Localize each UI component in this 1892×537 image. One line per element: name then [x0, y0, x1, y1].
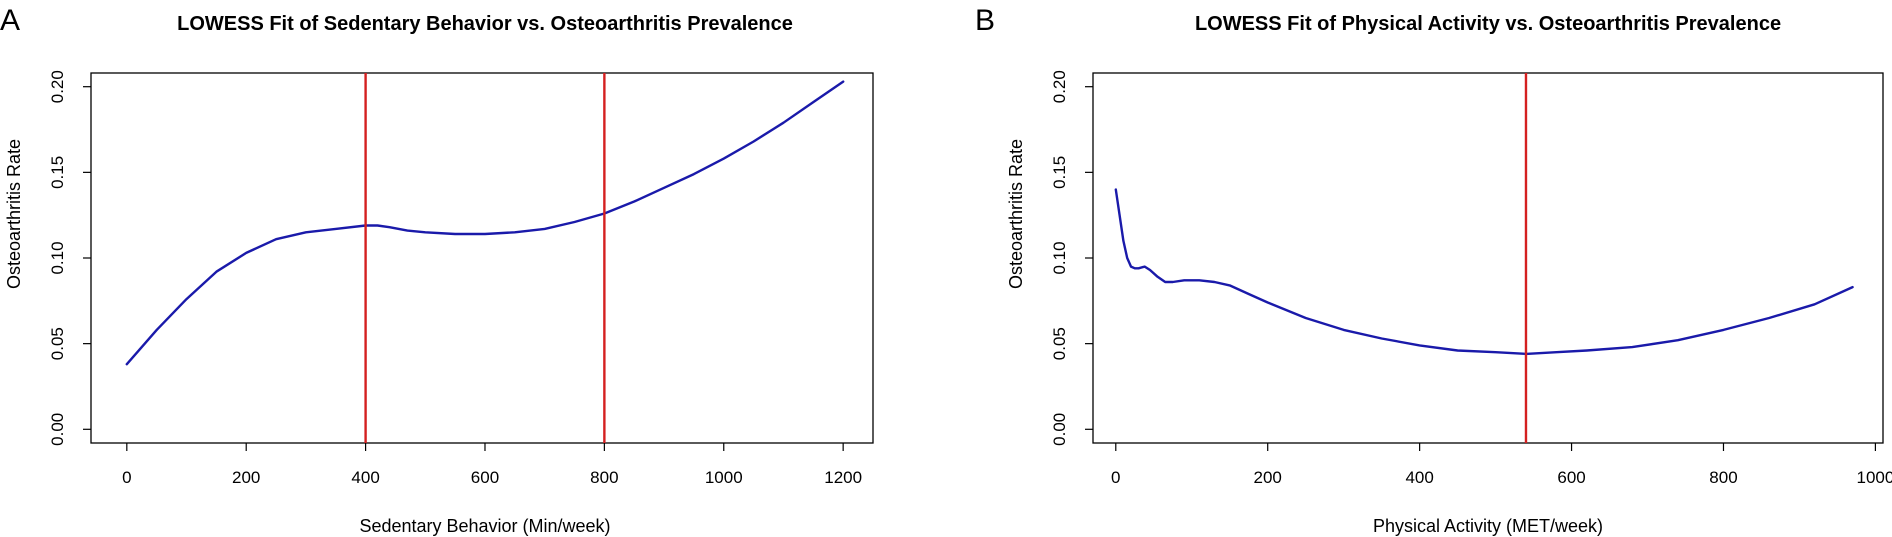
x-tick-label-a-2: 400: [351, 468, 379, 487]
x-axis-label-b: Physical Activity (MET/week): [1373, 516, 1603, 536]
lowess-line-b: [1114, 188, 1854, 356]
panel-b: B LOWESS Fit of Physical Activity vs. Os…: [975, 4, 1892, 536]
y-tick-label-b-1: 0.05: [1050, 327, 1069, 360]
y-tick-label-b-4: 0.20: [1050, 70, 1069, 103]
lowess-line-a: [125, 80, 845, 366]
x-tick-label-a-0: 0: [122, 468, 131, 487]
x-tick-label-b-5: 1000: [1856, 468, 1892, 487]
panel-letter-b: B: [975, 4, 995, 37]
panel-letter-a: A: [0, 4, 20, 37]
y-tick-label-b-2: 0.10: [1050, 241, 1069, 274]
x-tick-label-b-4: 800: [1709, 468, 1737, 487]
panel-a: A LOWESS Fit of Sedentary Behavior vs. O…: [0, 4, 874, 536]
y-axis-label-b: Osteoarthritis Rate: [1006, 139, 1026, 289]
chart-title-b: LOWESS Fit of Physical Activity vs. Oste…: [1195, 13, 1781, 35]
x-tick-label-a-3: 600: [471, 468, 499, 487]
x-tick-label-b-3: 600: [1557, 468, 1585, 487]
x-tick-label-b-1: 200: [1254, 468, 1282, 487]
x-tick-label-b-2: 400: [1405, 468, 1433, 487]
y-tick-label-a-0: 0.00: [48, 413, 67, 446]
x-tick-label-a-4: 800: [590, 468, 618, 487]
x-tick-label-b-0: 0: [1111, 468, 1120, 487]
x-tick-label-a-6: 1200: [824, 468, 862, 487]
x-axis-label-a: Sedentary Behavior (Min/week): [359, 516, 610, 536]
y-tick-label-b-3: 0.15: [1050, 156, 1069, 189]
y-tick-label-a-4: 0.20: [48, 70, 67, 103]
y-axis-label-a: Osteoarthritis Rate: [4, 139, 24, 289]
y-tick-label-b-0: 0.00: [1050, 413, 1069, 446]
chart-title-a: LOWESS Fit of Sedentary Behavior vs. Ost…: [177, 13, 793, 35]
x-tick-label-a-1: 200: [232, 468, 260, 487]
y-tick-label-a-1: 0.05: [48, 327, 67, 360]
y-tick-label-a-2: 0.10: [48, 241, 67, 274]
x-tick-label-a-5: 1000: [705, 468, 743, 487]
y-tick-label-a-3: 0.15: [48, 156, 67, 189]
